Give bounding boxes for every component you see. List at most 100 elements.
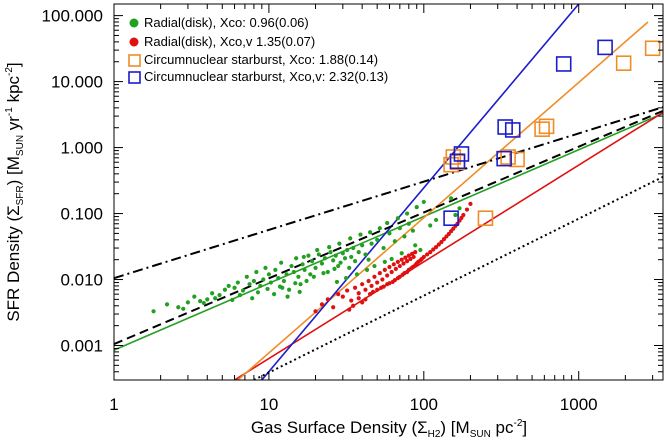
series-1-dot-point [360, 300, 365, 305]
series-0-dot-point [347, 265, 352, 271]
series-1-dot-point [387, 264, 392, 270]
y-tick-label: 0.001 [60, 337, 103, 356]
series-0-dot-point [404, 211, 410, 216]
series-2-square-point [644, 40, 661, 57]
series-0-dot-point [381, 245, 386, 251]
series-2-square-point [477, 210, 494, 227]
series-0-dot-point [298, 282, 303, 287]
y-axis-title: SFR Density (ΣSFR) [MSUN yr-1 kpc-2] [4, 62, 26, 321]
series-0-dot-point [395, 216, 400, 221]
x-tick-label: 10 [259, 395, 278, 414]
series-0-dot-point [337, 241, 342, 246]
series-0-dot-point [343, 276, 349, 281]
series-1-dot-point [441, 236, 447, 242]
series-0-dot-point [327, 245, 332, 250]
axis-ticks: 1 10 100 1000 0.001 0.010 0.100 1.000 10.000 100.… [42, 4, 663, 414]
series-0-dot-point [289, 263, 294, 269]
series-0-dot-point [397, 226, 402, 231]
y-tick-label: 1.000 [60, 139, 103, 158]
series-0-dot-point [322, 256, 328, 261]
series-0-dot-point [315, 247, 320, 253]
series-0-dot-point [294, 256, 299, 261]
series-0-dot-point [201, 300, 206, 306]
series-0-dot-point [354, 272, 360, 277]
series-0-dot-point [358, 232, 363, 237]
series-1-dot-point [347, 307, 352, 312]
series-3-square-point [597, 39, 613, 56]
series-0-dot-point [192, 294, 197, 299]
series-0-dot-point [181, 306, 186, 311]
series-0-dot-point [360, 243, 365, 248]
series-1-dot-point [385, 282, 390, 287]
series-1-dot-point [352, 285, 358, 290]
series-0-dot-point [349, 254, 354, 260]
legend-label: Circumnuclear starburst, Xco: 1.88(0.14) [144, 52, 378, 67]
series-1-dot-point [369, 283, 374, 289]
series-1-dot-point [391, 262, 396, 267]
series-0-dot-point [237, 293, 243, 298]
series-0-dot-point [319, 261, 325, 266]
series-1-dot-point [404, 269, 410, 275]
series-0-dot-point [308, 272, 313, 277]
series-0-dot-point [377, 226, 382, 231]
fit-line-dashed-5 [114, 109, 664, 346]
x-tick-label: 100 [410, 395, 438, 414]
series-0-dot-point [230, 297, 235, 303]
series-0-dot-point [418, 247, 423, 253]
series-0-dot-point [372, 263, 377, 269]
x-tick-label: 1 [109, 395, 118, 414]
x-tick-label: 1000 [560, 395, 598, 414]
series-0-dot-point [313, 265, 318, 271]
series-0-dot-point [302, 267, 307, 272]
series-1-dot-point [401, 261, 406, 266]
series-0-dot-point [277, 284, 283, 289]
series-1-dot-point [340, 294, 345, 299]
series-0-dot-point [428, 223, 433, 228]
series-1-dot-point [336, 292, 341, 297]
series-0-dot-point [333, 253, 338, 258]
series-0-dot-point [164, 302, 170, 307]
series-0-dot-point [296, 274, 301, 279]
series-0-dot-point [336, 263, 341, 269]
series-0-dot-point [254, 269, 259, 275]
series-0-dot-point [382, 259, 387, 264]
series-1-dot-point [424, 252, 430, 257]
series-0-dot-point [205, 297, 210, 302]
series-0-dot-point [421, 199, 426, 205]
series-3-square-point [453, 146, 470, 162]
series-0-dot-point [213, 296, 218, 301]
series-0-dot-point [217, 293, 222, 298]
series-0-dot-point [413, 243, 418, 248]
series-1-dot-point [397, 263, 402, 269]
series-0-dot-point [399, 251, 404, 256]
series-0-dot-point [433, 217, 439, 223]
series-3-square-point [555, 56, 572, 72]
series-0-dot-point [457, 206, 462, 211]
series-0-dot-point [176, 305, 181, 310]
series-0-dot-point [340, 251, 345, 256]
series-0-dot-point [293, 281, 298, 286]
series-0-dot-point [387, 231, 392, 236]
series-1-dot-point [409, 251, 415, 256]
series-0-dot-point [235, 280, 240, 285]
series-0-dot-point [406, 221, 411, 226]
series-1-dot-point [375, 280, 380, 285]
x-axis-title: Gas Surface Density (ΣH2) [MSUN pc-2] [251, 418, 527, 440]
series-0-dot-point [306, 253, 311, 258]
y-tick-label: 100.000 [42, 7, 103, 26]
series-1-dot-point [349, 298, 354, 303]
series-0-dot-point [316, 252, 321, 257]
series-1-dot-point [446, 231, 451, 237]
series-1-dot-point [356, 291, 361, 296]
series-0-dot-point [345, 247, 350, 253]
series-0-dot-point [385, 220, 390, 226]
series-0-dot-point [198, 299, 203, 304]
series-0-dot-point [402, 234, 407, 239]
series-1-dot-point [395, 276, 400, 281]
series-0-dot-point [185, 300, 191, 305]
series-0-dot-point [304, 278, 309, 284]
series-1-dot-point [419, 256, 424, 262]
y-tick-label: 10.000 [51, 73, 103, 92]
series-1-dot-point [367, 292, 373, 297]
series-0-dot-point [297, 289, 302, 294]
